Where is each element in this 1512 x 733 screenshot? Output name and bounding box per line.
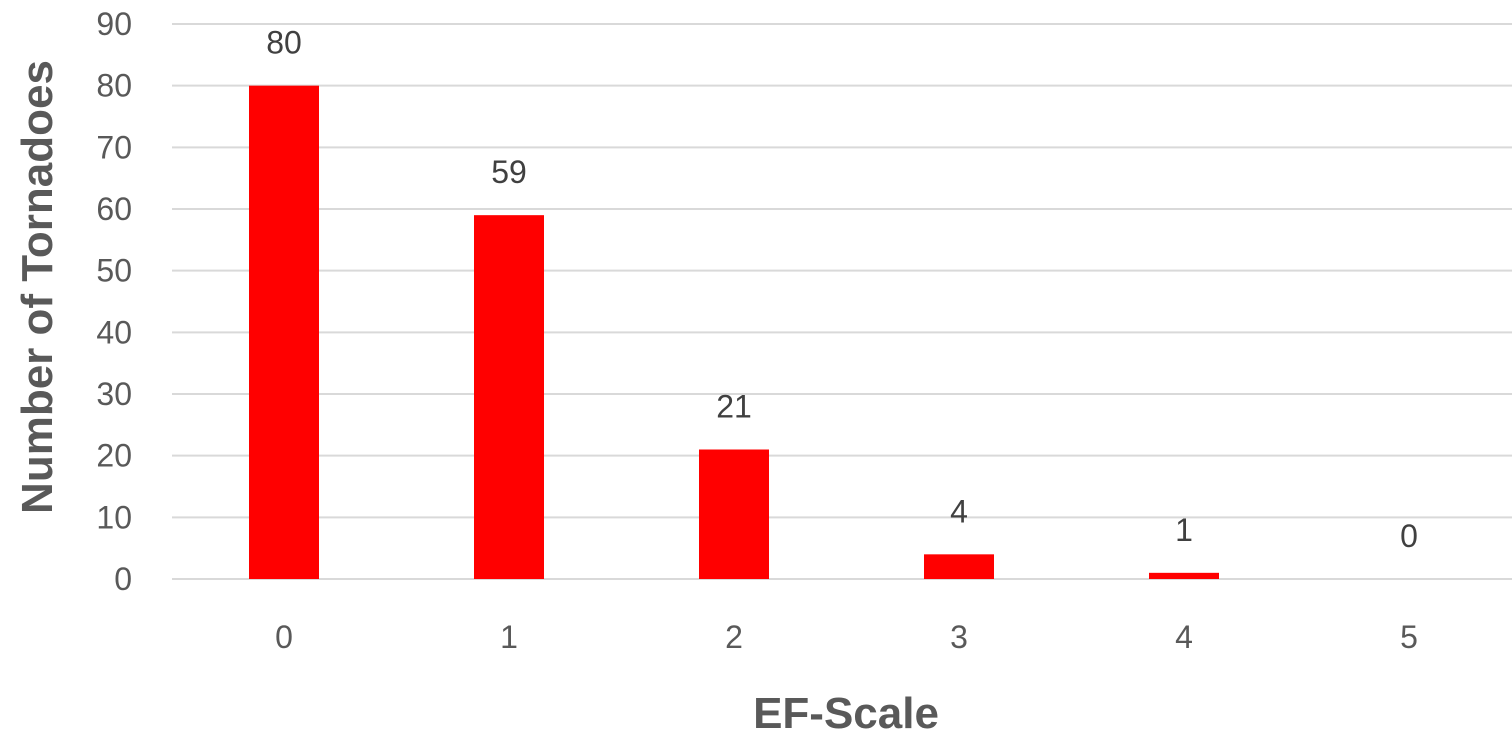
x-tick-label: 4 [1175,619,1193,655]
x-tick-label: 0 [275,619,293,655]
bar-ef-2 [699,449,769,579]
data-label-ef-1: 59 [491,154,527,190]
data-label-ef-3: 4 [950,493,968,529]
y-tick-label: 20 [96,438,132,474]
x-tick-label: 2 [725,619,743,655]
data-label-ef-4: 1 [1175,512,1193,548]
y-tick-label: 30 [96,376,132,412]
bar-ef-4 [1149,572,1219,579]
y-tick-label: 0 [114,561,132,597]
gridlines [172,23,1512,580]
x-tick-label: 3 [950,619,968,655]
data-label-ef-2: 21 [716,389,752,425]
data-label-ef-5: 0 [1400,518,1418,554]
data-labels: 80 59 21 4 1 0 [266,25,1418,554]
data-label-ef-0: 80 [266,25,302,61]
x-tick-label: 5 [1400,619,1418,655]
x-axis-title: EF-Scale [753,689,939,733]
bar-ef-3 [924,554,994,579]
x-axis-ticks: 0 1 2 3 4 5 [275,619,1418,655]
y-tick-label: 40 [96,314,132,350]
y-tick-label: 70 [96,129,132,165]
y-tick-label: 10 [96,499,132,535]
y-axis-title: Number of Tornadoes [13,60,62,514]
y-tick-label: 60 [96,191,132,227]
x-tick-label: 1 [500,619,518,655]
y-tick-label: 80 [96,68,132,104]
bar-ef-0 [249,85,319,580]
bar-ef-1 [474,215,544,579]
y-tick-label: 50 [96,253,132,289]
y-tick-label: 90 [96,6,132,42]
bars [249,85,1219,580]
y-axis-ticks: 0 10 20 30 40 50 60 70 80 90 [96,6,132,597]
